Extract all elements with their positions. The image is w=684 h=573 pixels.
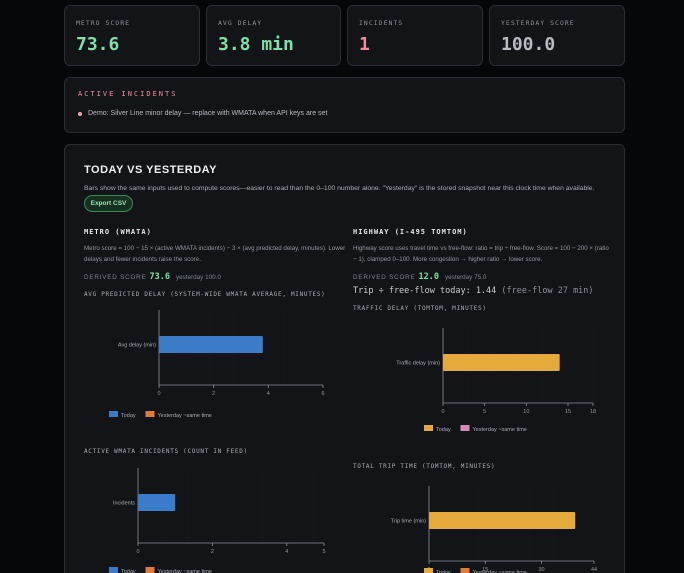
bar-today: [159, 336, 263, 353]
derived-score-value: 12.0: [418, 272, 440, 282]
yesterday-score-text: yesterday 75.0: [445, 274, 487, 281]
legend-label-yesterday: Yesterday ~same time: [473, 427, 527, 433]
highway-description: Highway score uses travel time vs free-f…: [353, 243, 609, 265]
derived-score-value: 73.6: [149, 272, 171, 282]
x-tick-label: 15: [565, 409, 571, 415]
incident-text: Demo: Silver Line minor delay — replace …: [88, 110, 328, 117]
x-tick-label: 30: [538, 567, 544, 573]
x-tick-label: 10: [523, 409, 529, 415]
metro-derived-score: DERIVED SCORE 73.6 yesterday 100.0: [84, 272, 221, 282]
x-tick-label: 2: [212, 391, 215, 397]
trip-ratio-text: Trip ÷ free-flow today: 1.44: [353, 286, 497, 296]
legend-label-today: Today: [121, 413, 136, 419]
legend-swatch-today: [109, 567, 118, 573]
chart-title-trip-time: TOTAL TRIP TIME (TOMTOM, MINUTES): [353, 463, 496, 470]
x-tick-label: 0: [136, 549, 139, 555]
legend-label-yesterday: Yesterday ~same time: [158, 413, 212, 419]
trip-ratio-line: Trip ÷ free-flow today: 1.44 (free-flow …: [353, 286, 594, 296]
incidents-heading: ACTIVE INCIDENTS: [78, 90, 178, 98]
category-label: Incidents: [113, 501, 135, 507]
x-tick-label: 44: [591, 567, 597, 573]
legend-swatch-today: [424, 568, 433, 573]
stat-card-avg-delay: AVG DELAY 3.8 min: [206, 5, 341, 66]
highway-description-line: Highway score uses travel time vs free-f…: [353, 245, 609, 252]
active-incidents-panel: ACTIVE INCIDENTS Demo: Silver Line minor…: [64, 77, 625, 133]
metro-description-line: Metro score = 100 − 15 × (active WMATA i…: [84, 245, 346, 252]
metro-description-line: delays and fewer incidents raise the sco…: [84, 256, 201, 263]
highway-derived-score: DERIVED SCORE 12.0 yesterday 75.0: [353, 272, 486, 282]
chart-incidents: 0 2 4 5 Incidents Today Yesterday ~same time: [109, 468, 326, 573]
stat-card-yesterday-score: YESTERDAY SCORE 100.0: [489, 5, 625, 66]
legend-label-today: Today: [436, 570, 451, 573]
chart-title-traffic-delay: TRAFFIC DELAY (TOMTOM, MINUTES): [353, 305, 487, 312]
stat-label: INCIDENTS: [359, 19, 404, 27]
free-flow-text: (free-flow 27 min): [501, 286, 594, 296]
bar-today: [429, 512, 576, 529]
chart-title-incidents: ACTIVE WMATA INCIDENTS (COUNT IN FEED): [84, 448, 248, 455]
export-csv-button[interactable]: Export CSV: [84, 195, 133, 212]
derived-score-label: DERIVED SCORE: [353, 274, 416, 281]
stat-value: 73.6: [76, 34, 120, 55]
stat-card-incidents: INCIDENTS 1: [347, 5, 483, 66]
x-tick-label: 0: [441, 409, 444, 415]
legend-swatch-yesterday: [460, 425, 470, 431]
yesterday-score-text: yesterday 100.0: [176, 274, 221, 281]
legend-label-today: Today: [436, 427, 451, 433]
metro-description: Metro score = 100 − 15 × (active WMATA i…: [84, 243, 345, 265]
x-tick-label: 4: [285, 549, 288, 555]
legend-swatch-today: [109, 411, 118, 417]
chart-traffic-delay: 0 5 10 15 18 Traffic delay (min) Today Yesterda…: [396, 328, 596, 433]
category-label: Traffic delay (min): [396, 361, 440, 367]
stat-label: YESTERDAY SCORE: [501, 19, 575, 27]
x-tick-label: 15: [482, 567, 488, 573]
section-title: TODAY VS YESTERDAY: [84, 164, 217, 176]
legend-swatch-yesterday: [145, 567, 155, 573]
legend-swatch-today: [424, 425, 433, 431]
stat-label: METRO SCORE: [76, 19, 131, 27]
bar-today: [138, 494, 176, 511]
x-tick-label: 6: [321, 391, 324, 397]
x-tick-label: 18: [590, 409, 596, 415]
comparison-section: TODAY VS YESTERDAY Bars show the same in…: [64, 144, 625, 573]
stat-value: 100.0: [501, 34, 556, 55]
legend-swatch-yesterday: [145, 411, 155, 417]
chart-avg-delay: 0 2 4 6 Avg delay (min) Today Yesterday ~same …: [109, 310, 325, 419]
section-description: Bars show the same inputs used to comput…: [84, 185, 595, 192]
incident-item: Demo: Silver Line minor delay — replace …: [78, 110, 327, 117]
stat-value: 3.8 min: [218, 34, 294, 55]
x-tick-label: 0: [157, 391, 160, 397]
metro-column-title: METRO (WMATA): [84, 228, 152, 236]
stat-label: AVG DELAY: [218, 19, 263, 27]
derived-score-label: DERIVED SCORE: [84, 274, 147, 281]
category-label: Avg delay (min): [118, 343, 156, 349]
legend-label-yesterday: Yesterday ~same time: [473, 570, 527, 573]
legend-label-today: Today: [121, 569, 136, 573]
highway-column-title: HIGHWAY (I-495 TOMTOM): [353, 228, 468, 236]
bar-today: [443, 354, 560, 371]
highway-description-line: − 1), clamped 0–100. More congestion → h…: [353, 256, 543, 263]
bullet-icon: [78, 111, 82, 116]
stat-value: 1: [359, 34, 370, 55]
legend-label-yesterday: Yesterday ~same time: [158, 569, 212, 573]
x-tick-label: 2: [211, 549, 214, 555]
x-tick-label: 5: [322, 549, 325, 555]
stat-card-metro-score: METRO SCORE 73.6: [64, 5, 200, 66]
chart-title-avg-delay: AVG PREDICTED DELAY (SYSTEM-WIDE WMATA A…: [84, 291, 326, 298]
category-label: Trip time (min): [391, 519, 426, 525]
x-tick-label: 4: [267, 391, 270, 397]
x-tick-label: 5: [483, 409, 486, 415]
legend-swatch-yesterday: [460, 568, 470, 573]
